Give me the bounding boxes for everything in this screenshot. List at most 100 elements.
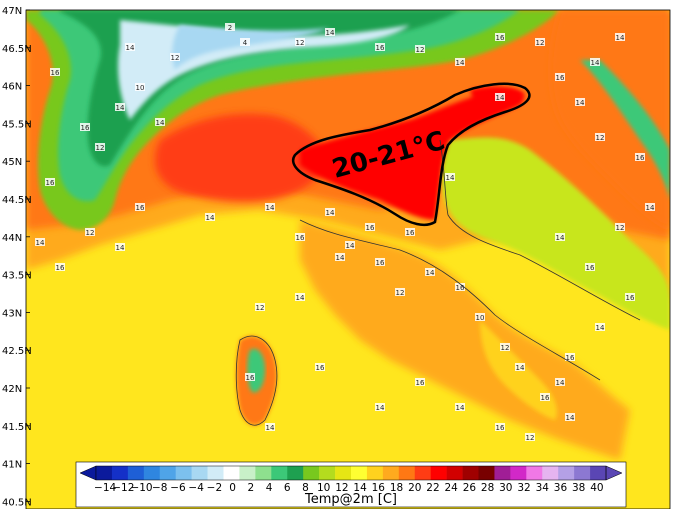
lat-label: 47N <box>2 6 22 17</box>
field-value-label: 12 <box>96 144 105 152</box>
colorbar-tick-label: 10 <box>317 482 330 494</box>
colorbar-swatch <box>414 466 431 480</box>
field-value-label: 12 <box>526 434 535 442</box>
colorbar-tick-label: −8 <box>152 482 167 494</box>
colorbar-swatch <box>111 466 129 480</box>
colorbar-swatch <box>127 466 145 480</box>
colorbar-swatch <box>478 466 495 480</box>
field-value-label: 14 <box>426 269 435 277</box>
colorbar-tick-label: 16 <box>372 482 386 494</box>
colorbar-tick-label: 8 <box>302 482 309 494</box>
colorbar-swatch <box>494 466 511 480</box>
field-value-label: 14 <box>326 209 335 217</box>
field-value-label: 14 <box>576 99 585 107</box>
field-value-label: 16 <box>416 379 425 387</box>
colorbar-swatch <box>558 466 575 480</box>
colorbar-swatch <box>351 466 368 480</box>
colorbar-swatch <box>255 466 272 480</box>
lat-label: 44.5N <box>2 195 32 206</box>
field-value-label: 16 <box>406 229 415 237</box>
field-value-label: 16 <box>636 154 645 162</box>
colorbar-tick-label: −10 <box>130 482 152 494</box>
colorbar-tick-label: 22 <box>426 482 439 494</box>
plot-frame <box>25 9 671 509</box>
colorbar-tick-label: 6 <box>284 482 291 494</box>
field-value-label: 14 <box>616 34 625 42</box>
field-value-label: 16 <box>456 284 465 292</box>
lat-label: 45N <box>2 157 22 168</box>
lat-label: 43.5N <box>2 271 32 282</box>
colorbar-swatch <box>574 466 591 480</box>
field-value-label: 16 <box>51 69 60 77</box>
field-value-label: 12 <box>171 54 180 62</box>
field-value-label: 12 <box>596 134 605 142</box>
field-value-label: 14 <box>591 59 600 67</box>
field-value-label: 14 <box>556 379 565 387</box>
field-value-label: 16 <box>56 264 65 272</box>
colorbar-swatch <box>303 466 320 480</box>
field-value-label: 16 <box>586 264 595 272</box>
field-value-label: 2 <box>228 24 232 32</box>
colorbar-swatch <box>207 466 224 480</box>
colorbar-swatch <box>159 466 176 480</box>
field-value-label: 14 <box>496 94 505 102</box>
colorbar-tick-label: 36 <box>554 482 568 494</box>
field-value-label: 4 <box>243 39 248 47</box>
colorbar-tick-label: 0 <box>229 482 236 494</box>
field-value-label: 16 <box>566 354 575 362</box>
lat-label: 42.5N <box>2 346 32 357</box>
field-value-label: 16 <box>496 34 505 42</box>
field-value-label: 14 <box>456 59 465 67</box>
field-value-label: 10 <box>476 314 485 322</box>
field-value-label: 14 <box>446 174 455 182</box>
colorbar-tick-label: −12 <box>112 482 134 494</box>
field-value-label: 16 <box>366 224 375 232</box>
colorbar-tick-label: 20 <box>408 482 421 494</box>
temperature-field <box>26 10 670 509</box>
field-value-label: 14 <box>346 242 355 250</box>
field-value-label: 16 <box>246 374 255 382</box>
colorbar-tick-label: −4 <box>188 482 204 494</box>
colorbar-swatch <box>382 466 400 480</box>
colorbar-tick-label: 30 <box>499 482 512 494</box>
latitude-axis: 47N 46.5N 46N 45.5N 45N 44.5N 44N 43.5N 43N 42.5N… <box>2 6 32 508</box>
field-value-label: 14 <box>296 294 305 302</box>
field-value-label: 14 <box>326 29 335 37</box>
colorbar-tick-label: −14 <box>94 482 116 494</box>
field-value-label: 16 <box>376 259 385 267</box>
colorbar-tick-label: 40 <box>590 482 603 494</box>
colorbar-swatch <box>526 466 543 480</box>
field-value-label: 12 <box>256 304 265 312</box>
colorbar-tick-label: 14 <box>353 482 367 494</box>
colorbar-tick-label: −2 <box>207 482 222 494</box>
lat-label: 43N <box>2 308 22 319</box>
field-value-label: 14 <box>376 404 385 412</box>
colorbar-tick-label: −6 <box>170 482 186 494</box>
colorbar-swatch <box>287 466 304 480</box>
colorbar-tick-label: 28 <box>481 482 494 494</box>
colorbar-swatch <box>542 466 559 480</box>
colorbar-swatch <box>446 466 463 480</box>
colorbar-tick-label: 32 <box>517 482 530 494</box>
colorbar-tick-label: 2 <box>247 482 254 494</box>
field-value-label: 14 <box>126 44 135 52</box>
field-value-label: 16 <box>81 124 90 132</box>
colorbar-swatch <box>175 466 192 480</box>
field-value-label: 16 <box>556 74 565 82</box>
field-value-label: 16 <box>376 44 385 52</box>
colorbar-swatch <box>335 466 352 480</box>
field-value-label: 12 <box>416 46 425 54</box>
colorbar-swatch <box>430 466 447 480</box>
colorbar-swatch <box>398 466 416 480</box>
colorbar-tick-label: 18 <box>390 482 403 494</box>
colorbar-tick-label: 12 <box>335 482 348 494</box>
field-value-label: 14 <box>516 364 525 372</box>
lat-label: 41N <box>2 460 22 471</box>
field-value-label: 14 <box>556 234 565 242</box>
lat-label: 40.5N <box>2 497 32 508</box>
lat-label: 46N <box>2 82 22 93</box>
hot-zone-annotation <box>291 82 531 226</box>
field-value-label: 14 <box>596 324 605 332</box>
